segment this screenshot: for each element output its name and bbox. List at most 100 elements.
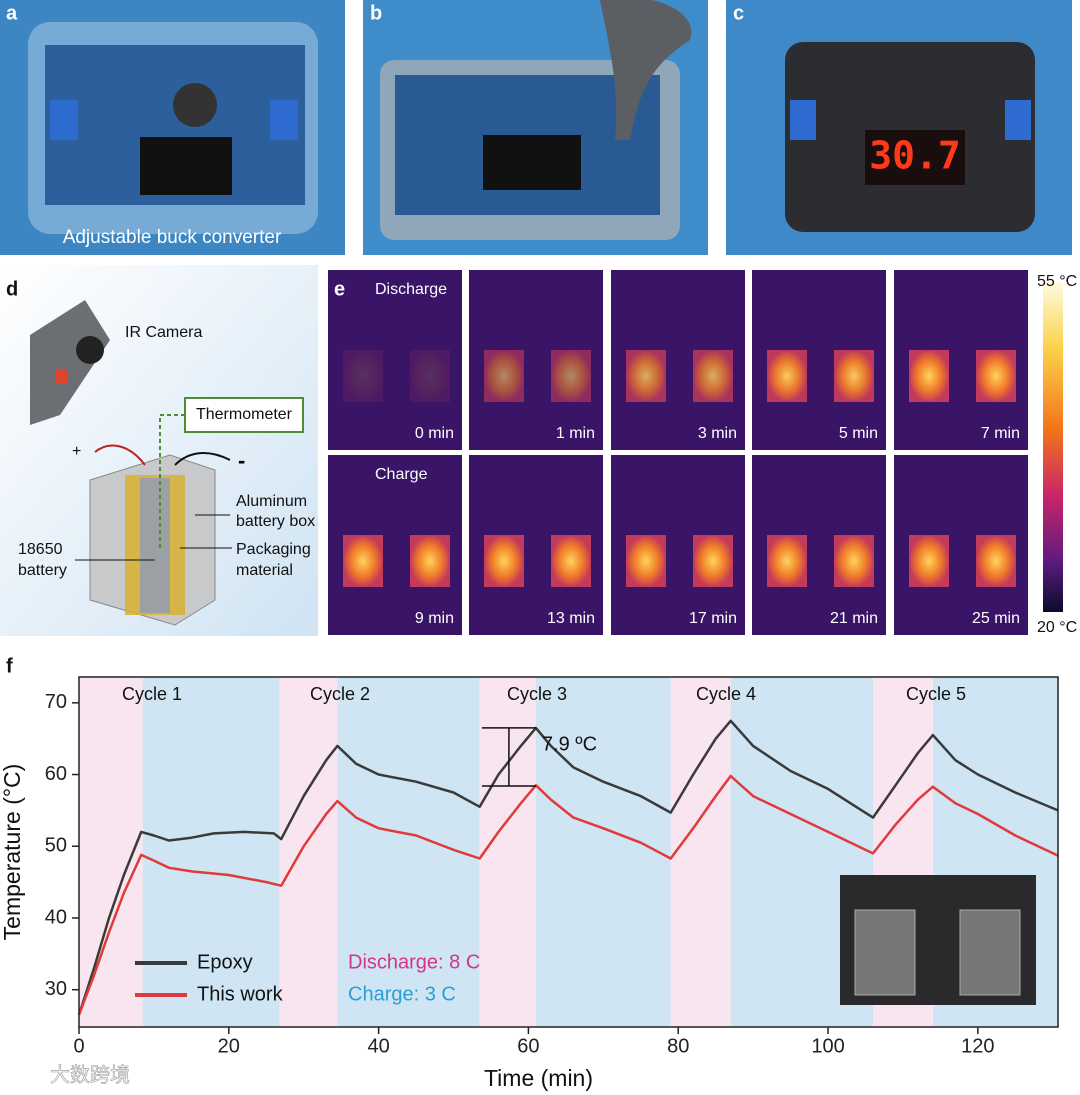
- time-label: 25 min: [972, 610, 1020, 627]
- display: [483, 135, 581, 190]
- panel-a: a Adjustable buck converter: [0, 0, 345, 255]
- x-tick-label: 0: [73, 1035, 84, 1057]
- time-label: 21 min: [830, 610, 878, 627]
- cell: [140, 478, 170, 613]
- x-tick-label: 100: [811, 1035, 844, 1057]
- time-label: 13 min: [547, 610, 595, 627]
- series-line: [77, 719, 1059, 1016]
- legend-label: This work: [197, 983, 284, 1005]
- bracket-label: 7.9 ºC: [542, 733, 597, 755]
- cycle-label: Cycle 1: [122, 684, 182, 704]
- panel-letter: d: [6, 278, 18, 300]
- phase-band: [337, 677, 480, 1027]
- hot-cell: [551, 535, 591, 587]
- time-label: 7 min: [981, 425, 1020, 442]
- label: -: [238, 448, 245, 473]
- label: Aluminum: [236, 493, 307, 510]
- label: 18650: [18, 541, 63, 558]
- y-tick-label: 50: [45, 835, 67, 857]
- label: material: [236, 562, 293, 579]
- cycle-label: Cycle 5: [906, 684, 966, 704]
- trigger: [55, 370, 67, 384]
- row-label: Discharge: [375, 281, 447, 298]
- time-label: 9 min: [415, 610, 454, 627]
- plot-frame: [78, 676, 1059, 1028]
- label: Thermometer: [196, 406, 293, 423]
- time-label: 3 min: [698, 425, 737, 442]
- hot-cell: [626, 350, 666, 402]
- y-tick-label: 60: [45, 763, 67, 785]
- hot-cell: [976, 350, 1016, 402]
- panel-letter: e: [334, 278, 345, 300]
- colorbar: [1043, 282, 1063, 612]
- lens: [76, 336, 104, 364]
- phase-band: [670, 677, 731, 1027]
- hot-cell: [834, 535, 874, 587]
- hot-cell: [767, 535, 807, 587]
- hot-cell: [693, 535, 733, 587]
- cycle-label: Cycle 4: [696, 684, 756, 704]
- terminal: [790, 100, 816, 140]
- phase-band: [535, 677, 671, 1027]
- y-axis-title: Temperature (°C): [0, 764, 25, 941]
- hot-cell: [693, 350, 733, 402]
- hot-cell: [484, 350, 524, 402]
- hot-cell: [343, 535, 383, 587]
- wire: [174, 452, 231, 466]
- panel-letter: c: [733, 2, 744, 24]
- y-tick-label: 70: [45, 691, 67, 713]
- x-tick-label: 60: [517, 1035, 539, 1057]
- terminal: [1005, 100, 1031, 140]
- ir-camera: [30, 300, 110, 425]
- cycle-label: Cycle 2: [310, 684, 370, 704]
- panel-letter: f: [6, 655, 13, 677]
- hot-cell: [909, 350, 949, 402]
- x-tick-label: 120: [961, 1035, 994, 1057]
- legend-label: Epoxy: [197, 951, 253, 973]
- hot-cell: [767, 350, 807, 402]
- panel-e: 55 °C 20 °C 0 min 1 min 3 min 5 min 7 min 9 m…: [328, 270, 1077, 636]
- thermometer-wire: [159, 414, 185, 550]
- watermark: 大数跨境: [50, 1063, 130, 1086]
- label: IR Camera: [125, 324, 202, 341]
- x-tick-label: 80: [667, 1035, 689, 1057]
- thermometer-box: [184, 397, 304, 433]
- phase-band: [142, 677, 280, 1027]
- scale-max: 55 °C: [1037, 273, 1077, 290]
- caption: Adjustable buck converter: [63, 227, 282, 248]
- panel-letter: b: [370, 2, 382, 24]
- display-value: 30.7: [869, 134, 961, 178]
- hot-cell: [410, 535, 450, 587]
- label: battery: [18, 562, 67, 579]
- hot-cell: [976, 535, 1016, 587]
- panel-letter: a: [6, 2, 18, 24]
- terminal: [50, 100, 78, 140]
- y-tick-label: 40: [45, 906, 67, 928]
- phase-band: [279, 677, 338, 1027]
- x-axis-title: Time (min): [484, 1065, 593, 1091]
- hot-cell: [626, 535, 666, 587]
- time-label: 17 min: [689, 610, 737, 627]
- inset-box: [959, 909, 1021, 996]
- hot-cell: [343, 350, 383, 402]
- cycle-label: Cycle 3: [507, 684, 567, 704]
- label: battery box: [236, 513, 315, 530]
- phase-label: Discharge: 8 C: [348, 951, 480, 973]
- pour: [600, 0, 692, 140]
- y-tick-label: 30: [45, 978, 67, 1000]
- hot-cell: [834, 350, 874, 402]
- inset-box: [854, 909, 916, 996]
- time-label: 0 min: [415, 425, 454, 442]
- phase-label: Charge: 3 C: [348, 983, 456, 1005]
- terminal: [270, 100, 298, 140]
- label: Packaging: [236, 541, 311, 558]
- wire: [94, 444, 146, 466]
- display: [865, 130, 965, 185]
- time-label: 1 min: [556, 425, 595, 442]
- row-label: Charge: [375, 466, 428, 483]
- hot-cell: [410, 350, 450, 402]
- label: +: [72, 443, 81, 460]
- series-line: [77, 774, 1059, 1016]
- time-label: 5 min: [839, 425, 878, 442]
